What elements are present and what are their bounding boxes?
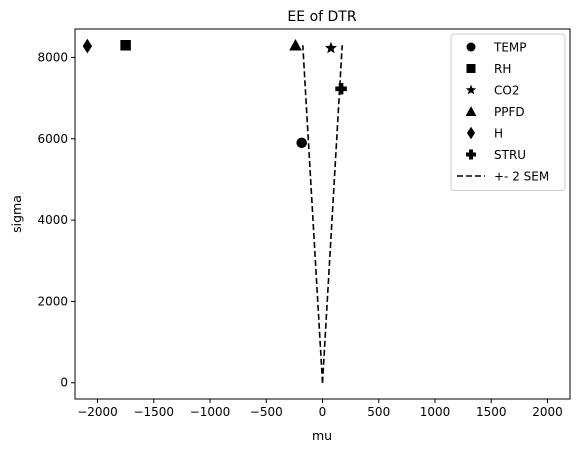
x-tick-label: −2000 bbox=[77, 405, 118, 419]
legend-label: CO2 bbox=[494, 84, 519, 98]
legend-label: TEMP bbox=[493, 41, 527, 55]
chart-title: EE of DTR bbox=[287, 9, 356, 25]
y-tick-label: 0 bbox=[60, 376, 68, 390]
x-axis-label: mu bbox=[312, 428, 332, 443]
legend-label: RH bbox=[494, 62, 511, 76]
legend-label: +- 2 SEM bbox=[494, 170, 549, 184]
sem-band bbox=[302, 45, 343, 383]
sem-line-right bbox=[321, 45, 343, 383]
y-axis: 0 2000 4000 6000 8000 bbox=[37, 50, 75, 390]
legend-label: STRU bbox=[494, 148, 526, 162]
legend-marker-rh bbox=[466, 64, 476, 73]
sem-line-left bbox=[302, 45, 324, 383]
point-temp bbox=[296, 137, 307, 149]
y-axis-label: sigma bbox=[9, 195, 24, 233]
point-rh bbox=[120, 40, 131, 51]
legend-label: H bbox=[494, 127, 503, 141]
x-tick-label: −500 bbox=[250, 405, 283, 419]
legend-marker-h bbox=[466, 126, 476, 140]
data-points bbox=[82, 38, 347, 149]
legend-box bbox=[450, 33, 566, 191]
y-tick-label: 2000 bbox=[37, 294, 68, 308]
legend-marker-ppfd bbox=[465, 106, 477, 116]
x-tick-label: 1500 bbox=[476, 405, 507, 419]
y-tick-label: 8000 bbox=[37, 50, 68, 64]
y-tick-label: 4000 bbox=[37, 213, 68, 227]
point-h bbox=[82, 38, 93, 54]
legend-marker-stru bbox=[466, 149, 476, 160]
x-tick-label: −1000 bbox=[190, 405, 231, 419]
legend-marker-temp bbox=[466, 42, 476, 52]
x-tick-label: 0 bbox=[319, 405, 327, 419]
point-ppfd bbox=[289, 38, 302, 51]
point-stru bbox=[335, 82, 347, 95]
y-tick-label: 6000 bbox=[37, 132, 68, 146]
x-tick-label: −1500 bbox=[133, 405, 174, 419]
x-tick-label: 2000 bbox=[532, 405, 563, 419]
legend-label: PPFD bbox=[494, 105, 525, 119]
x-tick-label: 1000 bbox=[420, 405, 451, 419]
x-axis: −2000 −1500 −1000 −500 0 500 1000 1500 2000 bbox=[77, 399, 563, 419]
point-co2 bbox=[324, 41, 337, 54]
x-tick-label: 500 bbox=[367, 405, 390, 419]
legend-marker-co2 bbox=[465, 84, 477, 95]
legend: TEMP RH CO2 PPFD H STRU +- 2 SEM bbox=[450, 33, 566, 191]
